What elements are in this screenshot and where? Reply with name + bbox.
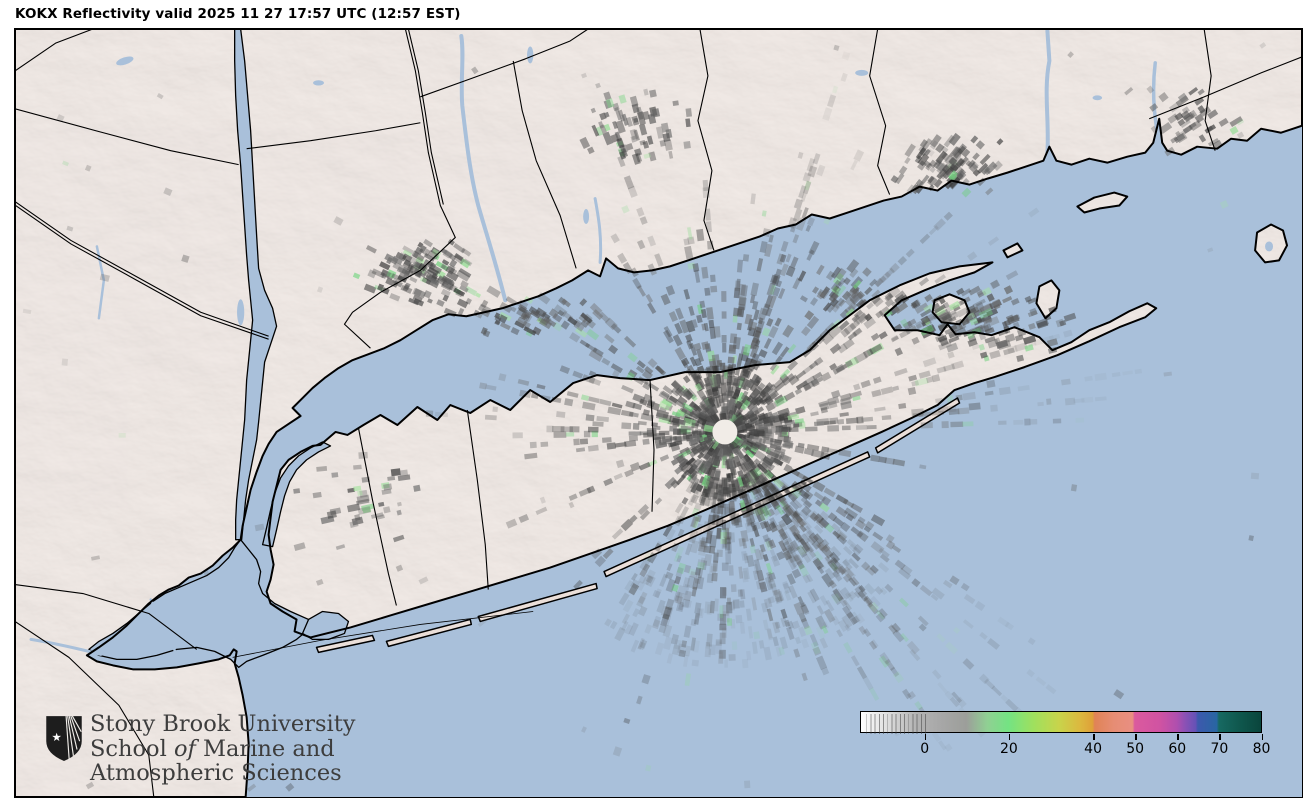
colorbar-tick-label: 60	[1168, 741, 1187, 757]
colorbar-tick-label: 40	[1084, 741, 1103, 757]
shield-icon: ★	[46, 715, 82, 761]
lakes	[116, 46, 1274, 326]
logo-line-2: School of Marine and	[90, 735, 335, 762]
water-features	[88, 29, 350, 668]
colorbar-discrete-stripes	[862, 713, 926, 734]
colorbar-tick	[1093, 734, 1095, 740]
map-canvas: ★ Stony Brook University School of Marin…	[14, 28, 1303, 798]
logo-line-1: Stony Brook University	[90, 711, 356, 737]
jamaica-bay	[301, 610, 350, 641]
colorbar-tick-label: 80	[1252, 741, 1271, 757]
figure-title: KOKX Reflectivity valid 2025 11 27 17:57…	[15, 6, 461, 22]
colorbar-tick	[1008, 734, 1011, 740]
colorbar-tick	[924, 734, 927, 740]
colorbar-tick	[1219, 734, 1221, 740]
hudson-river	[234, 29, 278, 541]
radar-map-svg	[15, 29, 1302, 797]
colorbar-tick-label: 0	[920, 741, 930, 757]
ny-harbor	[88, 539, 310, 668]
colorbar-tick-label: 70	[1210, 741, 1229, 757]
logo-line-3: Atmospheric Sciences	[90, 760, 342, 786]
colorbar-tick-label: 50	[1126, 741, 1145, 757]
colorbar-gradient	[860, 711, 1262, 734]
colorbar-tick	[1135, 734, 1137, 740]
reflectivity-colorbar: 0 20 40 50 60 70 80	[860, 711, 1270, 771]
political-boundaries	[15, 29, 1302, 797]
colorbar-tick	[1261, 734, 1263, 740]
radar-echoes	[22, 42, 1267, 792]
radar-site-hole	[712, 419, 738, 445]
shield-star: ★	[51, 730, 61, 744]
logo-text: Stony Brook University School of Marine …	[90, 712, 355, 786]
colorbar-tick	[1177, 734, 1179, 740]
stony-brook-logo: ★ Stony Brook University School of Marin…	[45, 712, 355, 786]
colorbar-tick-label: 20	[999, 741, 1018, 757]
